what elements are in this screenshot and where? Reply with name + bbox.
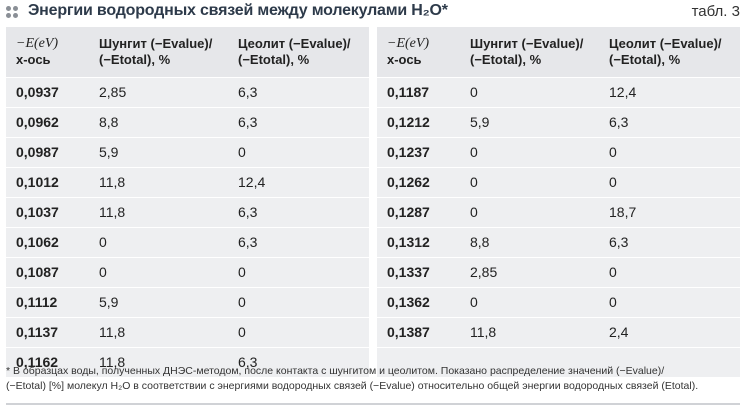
table-row — [377, 348, 740, 378]
table-row: 0,1162 11,8 6,3 — [6, 348, 369, 378]
shungite-cell: 5,9 — [99, 294, 119, 310]
table-row: 0,1212 5,9 6,3 — [377, 108, 740, 138]
zeolite-cell: 12,4 — [609, 84, 637, 100]
shungite-cell: 5,9 — [99, 144, 119, 160]
shungite-cell: 11,8 — [99, 354, 126, 370]
zeolite-cell: 0 — [609, 144, 617, 160]
table-header-bar: Энергии водородных связей между молекула… — [0, 0, 746, 26]
energy-cell: 0,1087 — [16, 264, 59, 280]
zeolite-cell: 2,4 — [609, 324, 629, 340]
zeolite-cell: 6,3 — [238, 114, 258, 130]
table-right: −E(eV) x-ось Шунгит (−Evalue)/ (−Etotal)… — [377, 27, 740, 378]
shungite-cell: 0 — [99, 264, 107, 280]
table-row: 0,1262 0 0 — [377, 168, 740, 198]
shungite-cell: 0 — [470, 144, 478, 160]
table-title: Энергии водородных связей между молекула… — [28, 2, 448, 19]
table-row: 0,1137 11,8 0 — [6, 318, 369, 348]
zeolite-cell: 0 — [609, 174, 617, 190]
shungite-cell: 11,8 — [470, 324, 497, 340]
col-zeolite-header: Цеолит (−Evalue)/ (−Etotal), % — [238, 36, 351, 67]
table-row: 0,0962 8,8 6,3 — [6, 108, 369, 138]
zeolite-cell: 6,3 — [609, 114, 629, 130]
zeolite-cell: 0 — [238, 264, 246, 280]
shungite-cell: 0 — [470, 204, 478, 220]
energy-cell: 0,1062 — [16, 234, 59, 250]
table-row: 0,1287 0 18,7 — [377, 198, 740, 228]
energy-cell: 0,1337 — [387, 264, 430, 280]
energy-cell: 0,1312 — [387, 234, 430, 250]
col-zeolite-header: Цеолит (−Evalue)/ (−Etotal), % — [609, 36, 722, 67]
footnote-line-1: * В образцах воды, полученных ДНЭС-метод… — [6, 365, 665, 377]
energy-cell: 0,0937 — [16, 84, 59, 100]
table-row: 0,1062 0 6,3 — [6, 228, 369, 258]
col-energy-header: −E(eV) x-ось — [16, 36, 59, 67]
table-head: −E(eV) x-ось Шунгит (−Evalue)/ (−Etotal)… — [6, 27, 369, 78]
shungite-cell: 11,8 — [99, 204, 126, 220]
zeolite-cell: 18,7 — [609, 204, 637, 220]
zeolite-cell: 12,4 — [238, 174, 266, 190]
energy-cell: 0,1237 — [387, 144, 430, 160]
table-row: 0,1312 8,8 6,3 — [377, 228, 740, 258]
dots-icon — [6, 6, 19, 19]
table-number: табл. 3 — [691, 3, 740, 20]
energy-cell: 0,1387 — [387, 324, 430, 340]
energy-cell: 0,1212 — [387, 114, 430, 130]
zeolite-cell: 6,3 — [238, 234, 258, 250]
table-row: 0,1337 2,85 0 — [377, 258, 740, 288]
col-shungite-header: Шунгит (−Evalue)/ (−Etotal), % — [99, 36, 213, 67]
shungite-cell: 11,8 — [99, 324, 126, 340]
table-row: 0,1112 5,9 0 — [6, 288, 369, 318]
energy-cell: 0,1137 — [16, 324, 59, 340]
shungite-cell: 8,8 — [99, 114, 119, 130]
table-row: 0,1187 0 12,4 — [377, 78, 740, 108]
energy-cell: 0,1012 — [16, 174, 59, 190]
table-row: 0,1237 0 0 — [377, 138, 740, 168]
energy-cell: 0,1362 — [387, 294, 430, 310]
col-energy-header: −E(eV) x-ось — [387, 36, 430, 67]
zeolite-cell: 0 — [609, 264, 617, 280]
zeolite-cell: 0 — [238, 294, 246, 310]
zeolite-cell: 0 — [609, 294, 617, 310]
shungite-cell: 0 — [470, 84, 478, 100]
table-row: 0,0987 5,9 0 — [6, 138, 369, 168]
table-row: 0,1087 0 0 — [6, 258, 369, 288]
shungite-cell: 8,8 — [470, 234, 490, 250]
divider — [6, 403, 740, 405]
footnote: * В образцах воды, полученных ДНЭС-метод… — [6, 364, 740, 394]
shungite-cell: 2,85 — [99, 84, 127, 100]
zeolite-cell: 6,3 — [609, 234, 629, 250]
shungite-cell: 0 — [470, 174, 478, 190]
table-row: 0,0937 2,85 6,3 — [6, 78, 369, 108]
energy-cell: 0,1162 — [16, 354, 59, 370]
zeolite-cell: 6,3 — [238, 204, 258, 220]
shungite-cell: 0 — [99, 234, 107, 250]
table-body: 0,0937 2,85 6,3 0,0962 8,8 6,3 0,0987 5,9 0 0,101… — [6, 78, 369, 378]
table-row: 0,1012 11,8 12,4 — [6, 168, 369, 198]
shungite-cell: 11,8 — [99, 174, 126, 190]
energy-cell: 0,1037 — [16, 204, 59, 220]
shungite-cell: 5,9 — [470, 114, 490, 130]
table-row: 0,1362 0 0 — [377, 288, 740, 318]
zeolite-cell: 0 — [238, 324, 246, 340]
energy-cell: 0,1187 — [387, 84, 430, 100]
energy-cell: 0,1287 — [387, 204, 430, 220]
energy-cell: 0,0987 — [16, 144, 59, 160]
zeolite-cell: 6,3 — [238, 84, 258, 100]
zeolite-cell: 0 — [238, 144, 246, 160]
table-head: −E(eV) x-ось Шунгит (−Evalue)/ (−Etotal)… — [377, 27, 740, 78]
energy-cell: 0,0962 — [16, 114, 59, 130]
table-left: −E(eV) x-ось Шунгит (−Evalue)/ (−Etotal)… — [6, 27, 369, 378]
table-row: 0,1387 11,8 2,4 — [377, 318, 740, 348]
energy-cell: 0,1262 — [387, 174, 430, 190]
table-body: 0,1187 0 12,4 0,1212 5,9 6,3 0,1237 0 0 0,1262 0 0 0… — [377, 78, 740, 378]
footnote-line-2: (−Etotal) [%] молекул H₂O в соответствии… — [6, 380, 699, 392]
shungite-cell: 0 — [470, 294, 478, 310]
energy-cell: 0,1112 — [16, 294, 58, 310]
table-row: 0,1037 11,8 6,3 — [6, 198, 369, 228]
shungite-cell: 2,85 — [470, 264, 498, 280]
zeolite-cell: 6,3 — [238, 354, 258, 370]
col-shungite-header: Шунгит (−Evalue)/ (−Etotal), % — [470, 36, 584, 67]
